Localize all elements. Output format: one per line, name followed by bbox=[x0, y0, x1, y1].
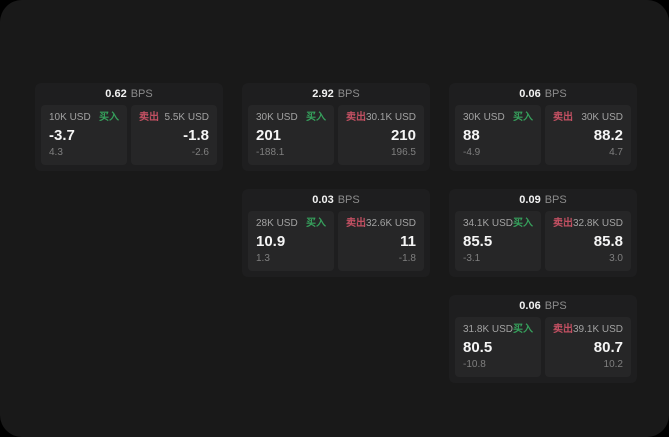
buy-amount: 10K USD bbox=[49, 112, 91, 123]
sell-price: 11 bbox=[400, 233, 416, 250]
buy-label: 买入 bbox=[306, 112, 326, 123]
buy-delta: -188.1 bbox=[256, 147, 285, 158]
buy-label: 买入 bbox=[513, 112, 533, 123]
sell-price: 80.7 bbox=[593, 339, 623, 356]
bps-unit-label: BPS bbox=[544, 300, 567, 312]
buy-label: 买入 bbox=[306, 218, 326, 229]
sell-panel[interactable]: 卖出 30K USD 88.2 4.7 bbox=[545, 105, 631, 165]
bps-header: 0.03 BPS bbox=[248, 189, 424, 211]
quote-card: 0.06 BPS 30K USD 买入 88 -4.9 卖出 30K USD bbox=[449, 83, 637, 171]
sell-amount: 39.1K USD bbox=[573, 324, 624, 335]
bps-unit-label: BPS bbox=[130, 88, 153, 100]
buy-price: 80.5 bbox=[463, 339, 493, 356]
bps-value: 2.92 bbox=[312, 88, 334, 100]
sell-label: 卖出 bbox=[553, 324, 573, 335]
sell-panel[interactable]: 卖出 32.8K USD 85.8 3.0 bbox=[545, 211, 631, 271]
buy-price: -3.7 bbox=[49, 127, 75, 144]
buy-panel[interactable]: 30K USD 买入 201 -188.1 bbox=[248, 105, 334, 165]
quote-card: 0.62 BPS 10K USD 买入 -3.7 4.3 卖出 5.5K USD bbox=[35, 83, 223, 171]
bps-header: 0.06 BPS bbox=[455, 83, 631, 105]
bps-header: 0.09 BPS bbox=[455, 189, 631, 211]
bps-header: 0.06 BPS bbox=[455, 295, 631, 317]
quote-grid: 0.62 BPS 10K USD 买入 -3.7 4.3 卖出 5.5K USD bbox=[35, 83, 637, 383]
bps-value: 0.09 bbox=[519, 194, 541, 206]
sell-delta: 3.0 bbox=[609, 253, 623, 264]
sell-delta: 10.2 bbox=[603, 359, 623, 370]
buy-price: 201 bbox=[256, 127, 282, 144]
buy-delta: -3.1 bbox=[463, 253, 481, 264]
buy-price: 10.9 bbox=[256, 233, 286, 250]
buy-label: 买入 bbox=[513, 218, 534, 229]
sell-panel[interactable]: 卖出 5.5K USD -1.8 -2.6 bbox=[131, 105, 217, 165]
sell-amount: 32.6K USD bbox=[366, 218, 417, 229]
buy-price: 85.5 bbox=[463, 233, 493, 250]
sell-panel[interactable]: 卖出 30.1K USD 210 196.5 bbox=[338, 105, 424, 165]
bps-value: 0.06 bbox=[519, 88, 541, 100]
buy-panel[interactable]: 28K USD 买入 10.9 1.3 bbox=[248, 211, 334, 271]
sell-delta: -1.8 bbox=[398, 253, 416, 264]
sell-amount: 30K USD bbox=[581, 112, 623, 123]
bps-unit-label: BPS bbox=[544, 88, 567, 100]
sell-label: 卖出 bbox=[346, 218, 366, 229]
sell-amount: 32.8K USD bbox=[573, 218, 624, 229]
buy-amount: 30K USD bbox=[256, 112, 298, 123]
quote-card: 0.03 BPS 28K USD 买入 10.9 1.3 卖出 32.6K US… bbox=[242, 189, 430, 277]
sell-amount: 30.1K USD bbox=[366, 112, 417, 123]
buy-delta: 4.3 bbox=[49, 147, 63, 158]
bps-unit-label: BPS bbox=[337, 194, 360, 206]
buy-label: 买入 bbox=[513, 324, 534, 335]
buy-delta: -10.8 bbox=[463, 359, 486, 370]
quote-card: 0.06 BPS 31.8K USD 买入 80.5 -10.8 卖出 39.1… bbox=[449, 295, 637, 383]
sell-price: 85.8 bbox=[593, 233, 623, 250]
bps-unit-label: BPS bbox=[544, 194, 567, 206]
buy-label: 买入 bbox=[99, 112, 119, 123]
buy-price: 88 bbox=[463, 127, 480, 144]
sell-label: 卖出 bbox=[346, 112, 366, 123]
buy-panel[interactable]: 10K USD 买入 -3.7 4.3 bbox=[41, 105, 127, 165]
sell-delta: 196.5 bbox=[390, 147, 416, 158]
buy-panel[interactable]: 30K USD 买入 88 -4.9 bbox=[455, 105, 541, 165]
buy-amount: 34.1K USD bbox=[463, 218, 514, 229]
sell-price: -1.8 bbox=[183, 127, 209, 144]
bps-unit-label: BPS bbox=[337, 88, 360, 100]
buy-panel[interactable]: 31.8K USD 买入 80.5 -10.8 bbox=[455, 317, 541, 377]
sell-price: 88.2 bbox=[593, 127, 623, 144]
buy-amount: 31.8K USD bbox=[463, 324, 514, 335]
buy-panel[interactable]: 34.1K USD 买入 85.5 -3.1 bbox=[455, 211, 541, 271]
bps-header: 2.92 BPS bbox=[248, 83, 424, 105]
sell-delta: -2.6 bbox=[191, 147, 209, 158]
sell-amount: 5.5K USD bbox=[164, 112, 209, 123]
quote-card: 0.09 BPS 34.1K USD 买入 85.5 -3.1 卖出 32.8K… bbox=[449, 189, 637, 277]
sell-panel[interactable]: 卖出 39.1K USD 80.7 10.2 bbox=[545, 317, 631, 377]
bps-header: 0.62 BPS bbox=[41, 83, 217, 105]
quote-card: 2.92 BPS 30K USD 买入 201 -188.1 卖出 30.1K … bbox=[242, 83, 430, 171]
buy-delta: 1.3 bbox=[256, 253, 270, 264]
sell-delta: 4.7 bbox=[609, 147, 623, 158]
bps-value: 0.03 bbox=[312, 194, 334, 206]
buy-delta: -4.9 bbox=[463, 147, 481, 158]
sell-label: 卖出 bbox=[553, 218, 573, 229]
bps-value: 0.06 bbox=[519, 300, 541, 312]
buy-amount: 28K USD bbox=[256, 218, 298, 229]
bps-value: 0.62 bbox=[105, 88, 127, 100]
sell-label: 卖出 bbox=[139, 112, 159, 123]
buy-amount: 30K USD bbox=[463, 112, 505, 123]
sell-panel[interactable]: 卖出 32.6K USD 11 -1.8 bbox=[338, 211, 424, 271]
sell-label: 卖出 bbox=[553, 112, 573, 123]
sell-price: 210 bbox=[390, 127, 416, 144]
